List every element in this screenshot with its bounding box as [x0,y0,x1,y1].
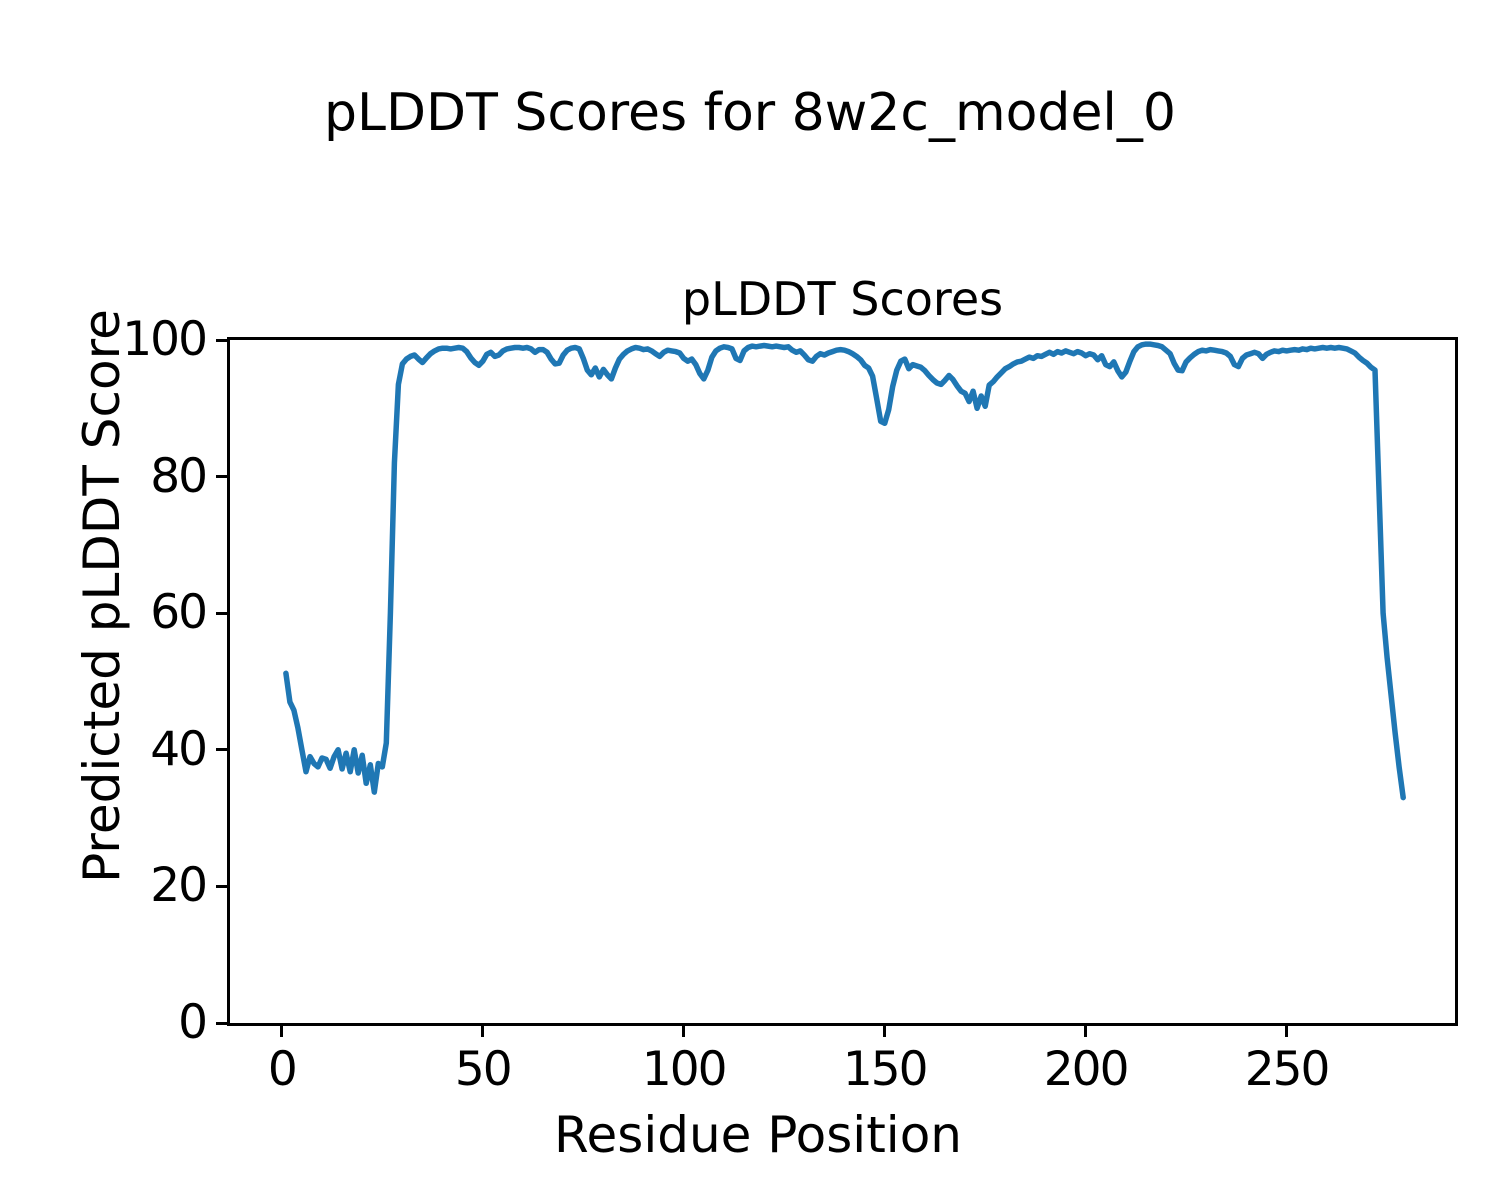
chart-title: pLDDT Scores [681,272,1004,326]
x-tick-mark [1084,1026,1088,1037]
y-tick-mark [216,475,227,479]
x-tick-label: 50 [454,1042,513,1097]
x-axis-label: Residue Position [554,1106,962,1164]
x-tick-mark [280,1026,284,1037]
x-tick-label: 150 [842,1042,929,1097]
x-tick-label: 100 [641,1042,728,1097]
y-tick-mark [216,748,227,752]
plot-area [227,337,1458,1026]
y-tick-label: 60 [150,585,208,641]
y-tick-label: 40 [150,721,208,777]
y-tick-mark [216,338,227,342]
y-tick-mark [216,884,227,888]
x-tick-label: 250 [1244,1042,1331,1097]
x-tick-mark [1285,1026,1289,1037]
x-tick-mark [481,1026,485,1037]
y-tick-label: 80 [150,448,208,504]
x-tick-label: 0 [267,1042,298,1097]
x-tick-mark [883,1026,887,1037]
x-tick-mark [682,1026,686,1037]
plddt-line-series [283,341,1406,801]
y-tick-mark [216,611,227,615]
figure-title: pLDDT Scores for 8w2c_model_0 [324,83,1176,143]
y-tick-label: 0 [178,995,208,1050]
x-tick-label: 200 [1043,1042,1130,1097]
line-chart-canvas [283,341,1406,801]
y-tick-label: 100 [122,312,208,367]
y-tick-label: 20 [150,858,208,914]
y-tick-mark [216,1021,227,1025]
